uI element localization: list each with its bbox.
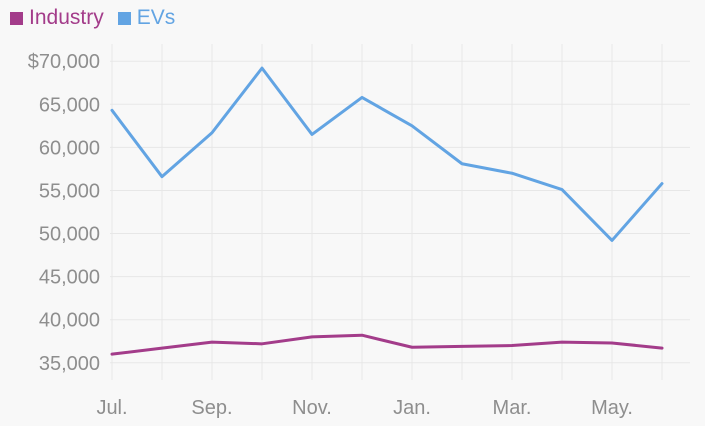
y-tick-label: 35,000 (39, 353, 100, 375)
y-tick-label: 45,000 (39, 267, 100, 289)
y-tick-label: $70,000 (28, 51, 100, 73)
y-tick-label: 55,000 (39, 180, 100, 202)
evs-line (110, 66, 664, 242)
x-tick-label: Jul. (96, 397, 127, 419)
y-tick-label: 60,000 (39, 137, 100, 159)
industry-legend-label: Industry (29, 6, 104, 29)
legend-item-evs: EVs (117, 4, 176, 32)
x-tick-label: Sep. (191, 397, 232, 419)
x-tick-label: Mar. (493, 397, 532, 419)
x-tick-label: May. (591, 397, 633, 419)
y-tick-label: 40,000 (39, 310, 100, 332)
x-tick-label: Jan. (393, 397, 431, 419)
y-tick-label: 65,000 (39, 94, 100, 116)
y-tick-label: 50,000 (39, 224, 100, 246)
x-tick-label: Nov. (292, 397, 332, 419)
legend-item-industry: Industry (10, 4, 104, 32)
legend: Industry EVs (10, 4, 175, 32)
evs-swatch (117, 11, 131, 25)
industry-swatch (10, 11, 23, 25)
evs-legend-label: EVs (136, 6, 176, 29)
industry-line (110, 333, 664, 356)
